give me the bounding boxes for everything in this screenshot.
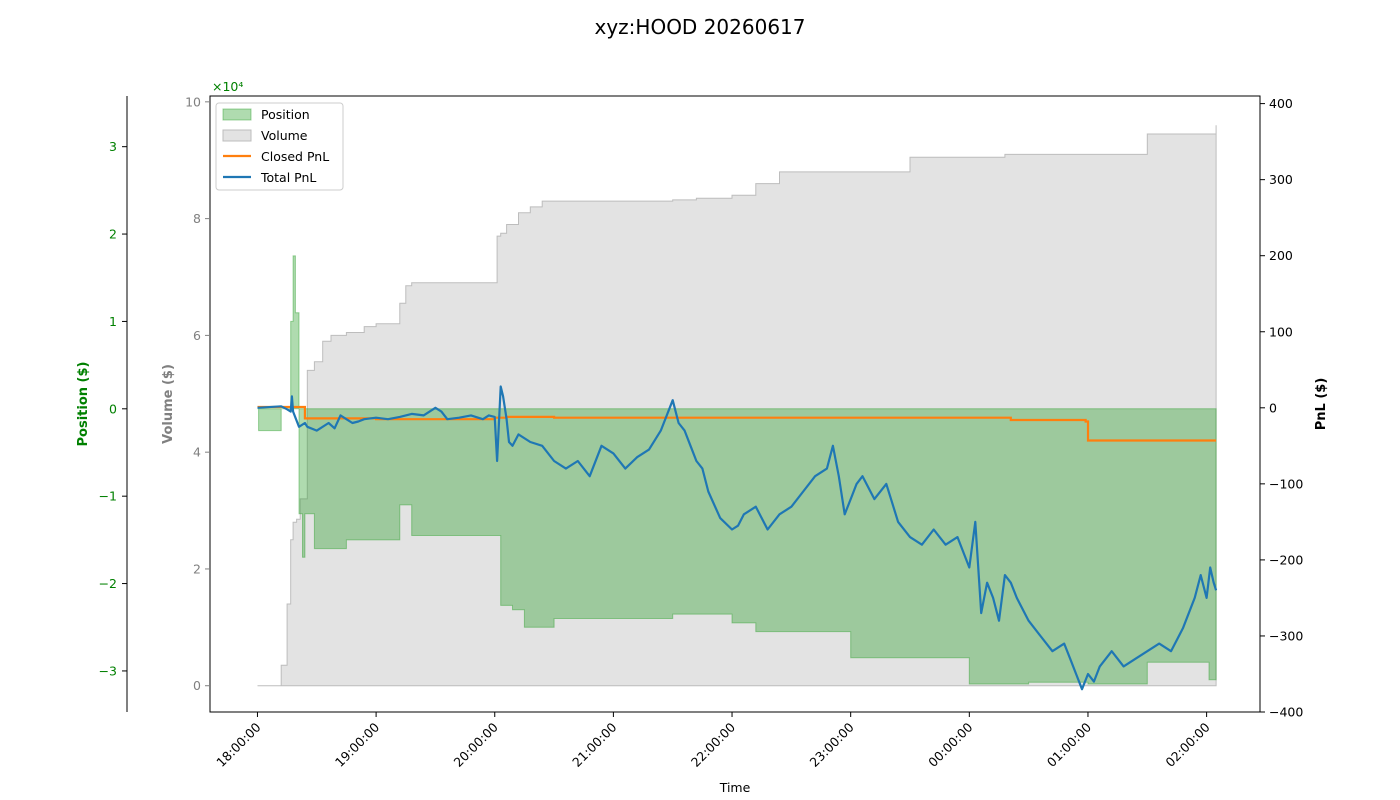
x-tick-label: 01:00:00 [1044, 719, 1094, 769]
x-tick-label: 19:00:00 [332, 719, 382, 769]
pnl-tick-label: 100 [1269, 324, 1293, 339]
volume-axis-label: Volume ($) [161, 364, 176, 444]
volume-tick-label: 8 [193, 211, 201, 226]
legend-swatch-volume [222, 129, 252, 142]
x-axis-ticks: 18:00:00 19:00:00 20:00:00 21:00:00 22:00:00… [213, 712, 1213, 770]
legend-swatch-position [222, 108, 252, 121]
x-tick-label: 20:00:00 [451, 719, 501, 769]
x-axis-label: Time [719, 780, 751, 795]
position-tick-label: 1 [109, 314, 117, 329]
x-tick-label: 22:00:00 [688, 719, 738, 769]
pnl-axis-ticks: −400 −300 −200 −100 0 100 200 300 400 [1260, 96, 1303, 720]
volume-tick-label: 4 [193, 445, 201, 460]
position-tick-label: −3 [99, 663, 117, 678]
pnl-tick-label: 400 [1269, 96, 1293, 111]
position-tick-label: −2 [99, 576, 117, 591]
chart-title: xyz:HOOD 20260617 [595, 15, 806, 39]
pnl-tick-label: −400 [1269, 705, 1303, 720]
pnl-tick-label: 0 [1269, 400, 1277, 415]
legend-label-total-pnl: Total PnL [260, 170, 316, 185]
pnl-tick-label: −100 [1269, 476, 1303, 491]
pnl-tick-label: −200 [1269, 552, 1303, 567]
pnl-tick-label: 200 [1269, 248, 1293, 263]
position-tick-label: 0 [109, 401, 117, 416]
legend-label-volume: Volume [261, 128, 308, 143]
x-tick-label: 00:00:00 [925, 719, 975, 769]
total-pnl-line [257, 385, 1218, 691]
position-tick-label: 3 [109, 139, 117, 154]
pnl-axis-label: PnL ($) [1314, 378, 1329, 431]
position-axis-ticks: −3 −2 −1 0 1 2 3 [99, 139, 127, 678]
volume-tick-label: 0 [193, 678, 201, 693]
volume-axis-ticks: 0 2 4 6 8 10 [185, 94, 210, 693]
legend: Position Volume Closed PnL Total PnL [215, 102, 344, 191]
position-multiplier: ×10⁴ [212, 79, 243, 94]
pnl-tick-label: 300 [1269, 172, 1293, 187]
x-tick-label: 02:00:00 [1162, 719, 1212, 769]
volume-tick-label: 2 [193, 561, 201, 576]
position-tick-label: 2 [109, 227, 117, 242]
legend-label-position: Position [261, 107, 310, 122]
plot-frame [209, 95, 1261, 713]
legend-box [215, 102, 344, 191]
position-area [257, 255, 1217, 685]
x-tick-label: 18:00:00 [213, 719, 263, 769]
position-tick-label: −1 [99, 489, 117, 504]
closed-pnl-line [257, 405, 1217, 442]
volume-tick-label: 10 [185, 94, 201, 109]
position-axis-label: Position ($) [76, 362, 91, 447]
legend-label-closed-pnl: Closed PnL [261, 149, 329, 164]
x-tick-label: 23:00:00 [806, 719, 856, 769]
volume-tick-label: 6 [193, 328, 201, 343]
pnl-tick-label: −300 [1269, 628, 1303, 643]
x-tick-label: 21:00:00 [569, 719, 619, 769]
